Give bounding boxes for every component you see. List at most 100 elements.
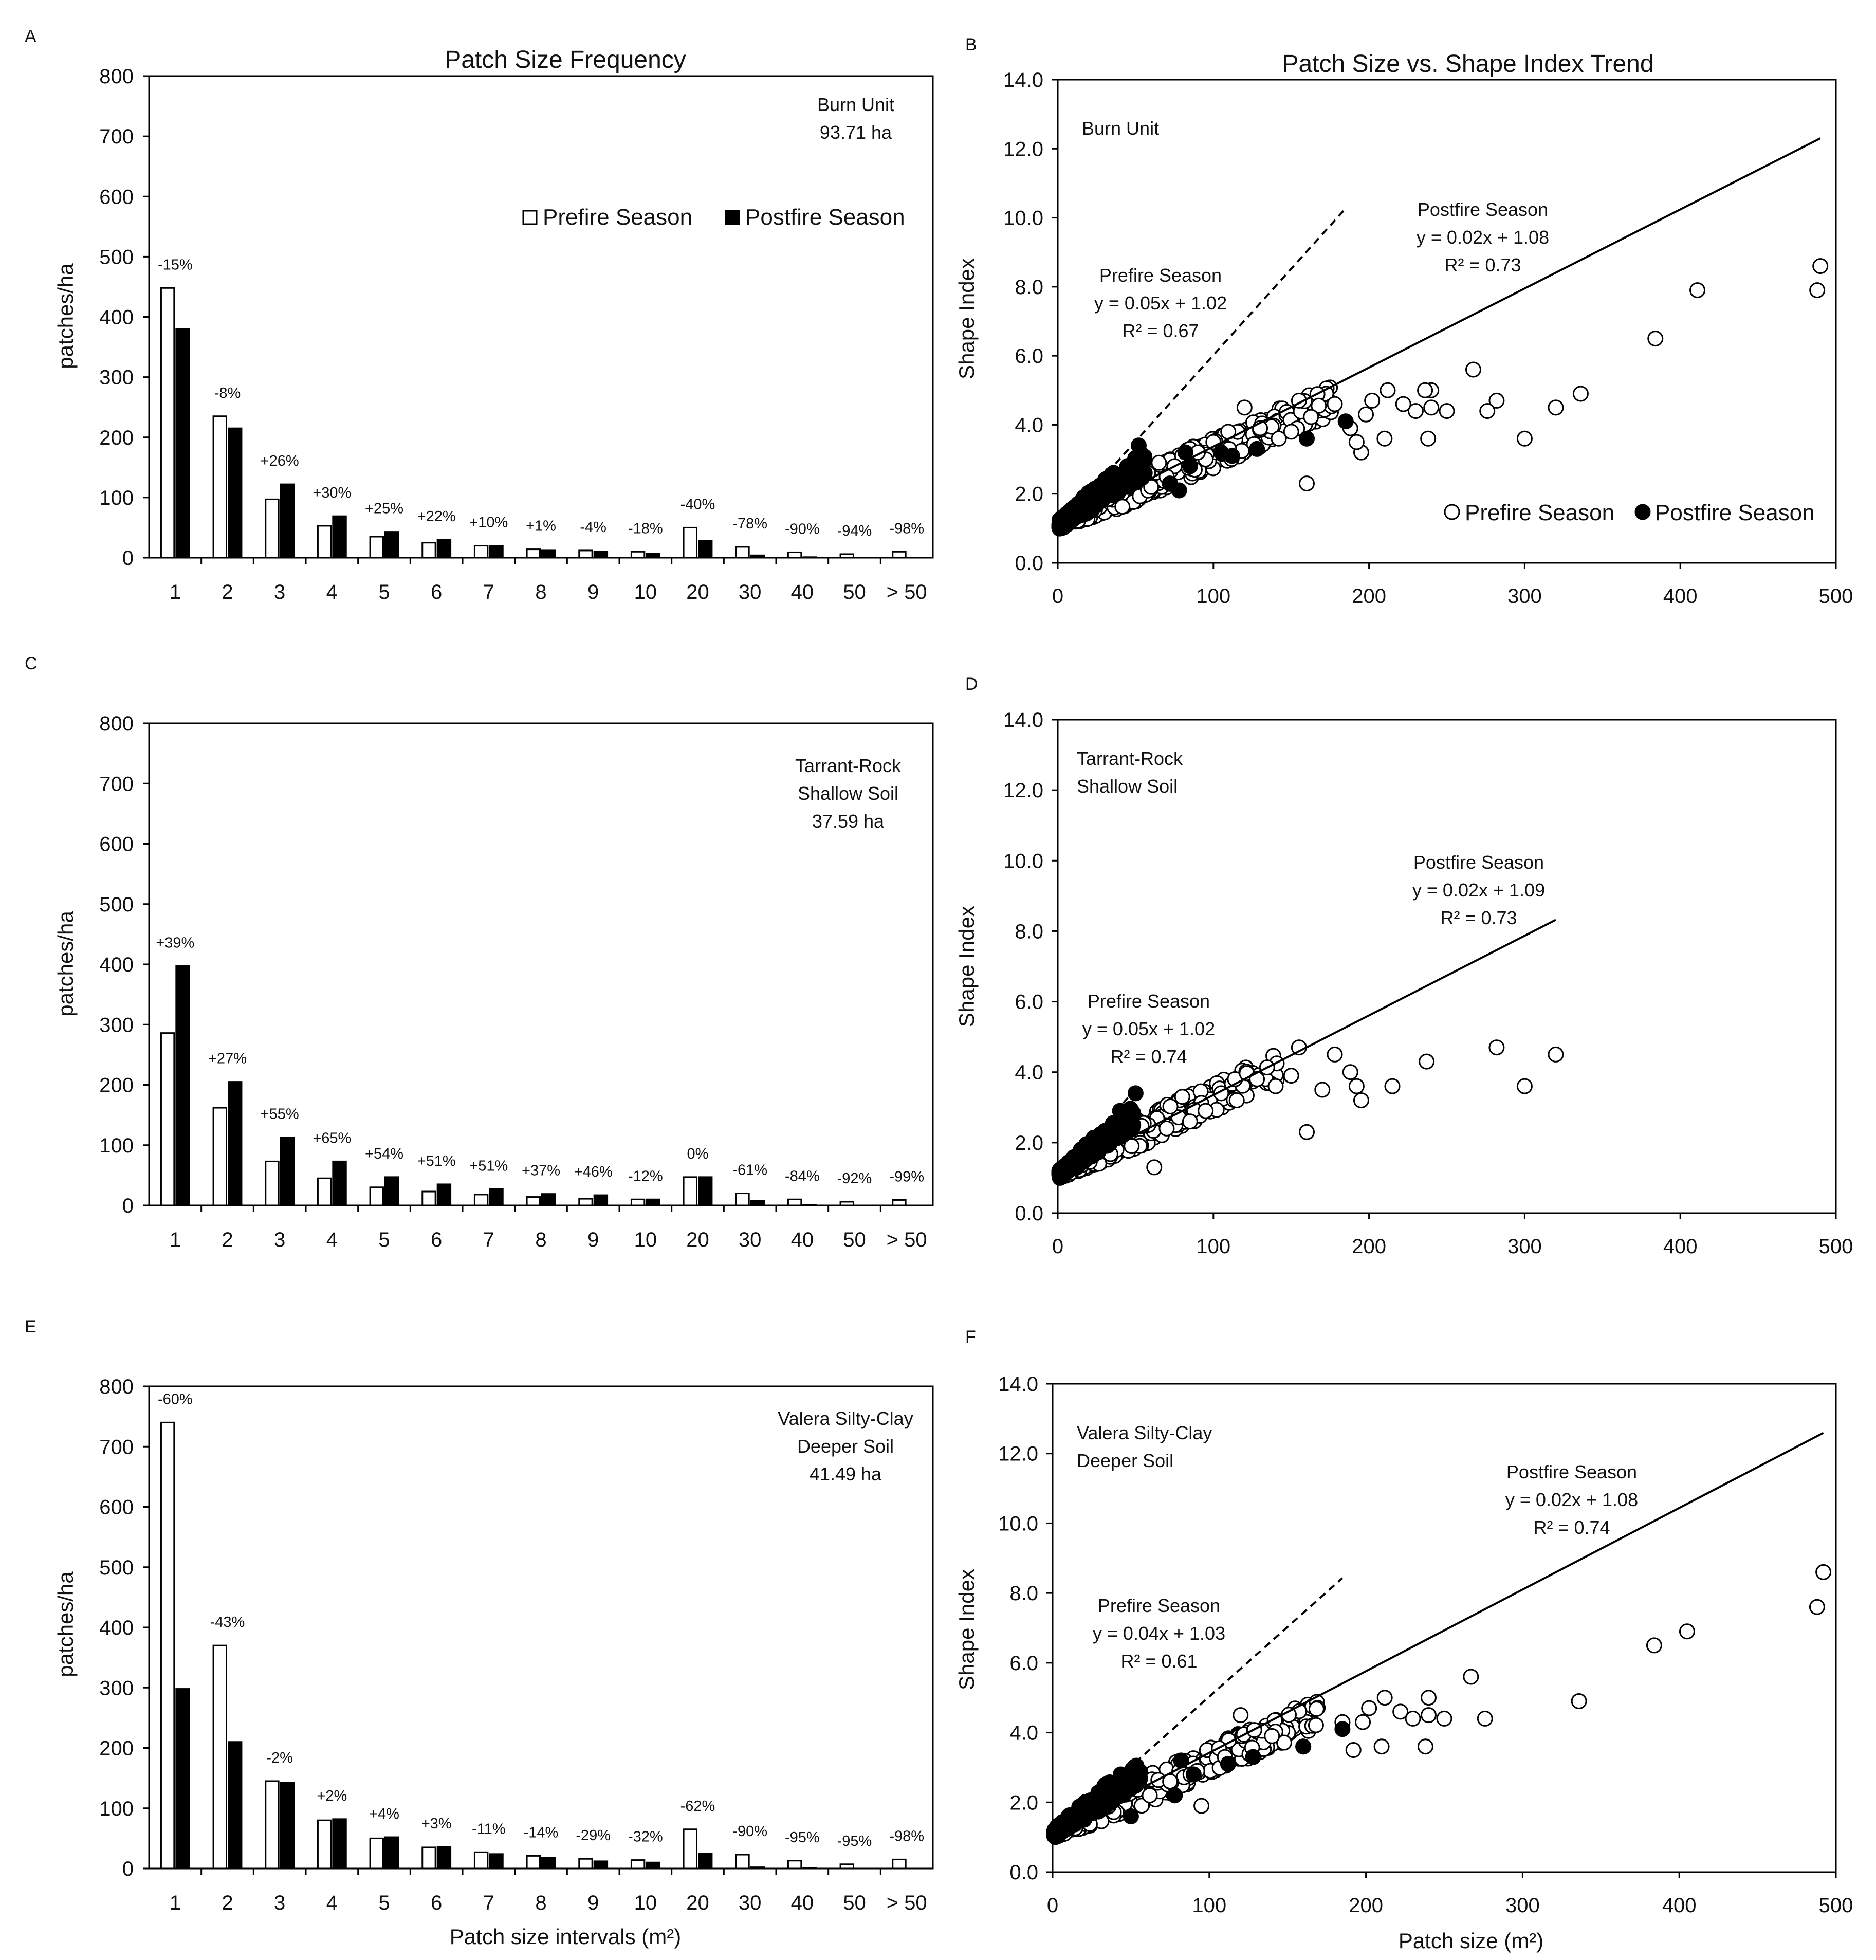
- chart-f-point-postfire: [1167, 1787, 1183, 1804]
- chart-a-ytick-label: 700: [99, 125, 134, 148]
- chart-c-note-1: Tarrant-Rock: [795, 755, 902, 776]
- chart-c-xtick-label: 1: [170, 1229, 181, 1251]
- chart-b-point-prefire: [1151, 454, 1167, 471]
- chart-f-point-prefire: [1373, 1738, 1390, 1755]
- chart-f-ytick-label: 8.0: [1009, 1582, 1038, 1605]
- chart-c-bar-prefire: [421, 1190, 436, 1206]
- chart-c-change-label: +37%: [522, 1163, 560, 1179]
- chart-b-xtick-label: 300: [1507, 585, 1542, 608]
- chart-c-xtick-label: 20: [686, 1229, 709, 1251]
- chart-a-bar-postfire: [175, 328, 190, 559]
- chart-f-post-label-2: y = 0.02x + 1.08: [1505, 1489, 1638, 1510]
- chart-a-bar-prefire: [578, 549, 593, 559]
- chart-a-title: Patch Size Frequency: [445, 46, 686, 74]
- chart-b-point-prefire: [1417, 382, 1433, 398]
- chart-a-note-1: Burn Unit: [817, 94, 894, 115]
- chart-b-point-prefire: [1465, 361, 1481, 378]
- chart-c-bar-prefire: [787, 1198, 802, 1206]
- chart-f-point-prefire: [1436, 1710, 1452, 1727]
- chart-e-bar-prefire: [265, 1780, 280, 1870]
- chart-f-point-postfire: [1295, 1738, 1312, 1755]
- chart-e-ytick-label: 400: [99, 1617, 134, 1639]
- legend-b: Prefire Season Postfire Season: [1444, 500, 1815, 525]
- chart-d-point-prefire: [1488, 1039, 1505, 1056]
- chart-a-xtick-label: 20: [686, 581, 709, 603]
- chart-e-xtick-label: 7: [483, 1892, 494, 1914]
- legend-b-prefire-marker: [1444, 504, 1460, 520]
- chart-e-ytick-label: 300: [99, 1677, 134, 1699]
- panel-letter-a: A: [25, 27, 36, 46]
- legend-b-postfire-label: Postfire Season: [1655, 500, 1815, 525]
- chart-e-xtick-label: 5: [378, 1892, 390, 1914]
- legend-b-postfire-marker: [1634, 504, 1651, 520]
- chart-b-ytick-label: 0.0: [1015, 552, 1043, 575]
- chart-e-ytick-label: 200: [99, 1737, 134, 1760]
- chart-b-point-prefire: [1311, 397, 1327, 414]
- chart-b-point-prefire: [1516, 430, 1533, 447]
- chart-c-ytick-label: 400: [99, 954, 134, 976]
- chart-b-point-postfire: [1090, 486, 1106, 502]
- chart-b-point-prefire: [1358, 406, 1374, 423]
- chart-f-trend-prefire: [1052, 1577, 1344, 1837]
- chart-d-ytick-label: 2.0: [1015, 1132, 1043, 1155]
- chart-c-change-label: -84%: [785, 1168, 820, 1184]
- chart-d-point-prefire: [1291, 1039, 1307, 1056]
- chart-e-ytick-label: 100: [99, 1798, 134, 1820]
- chart-e-xtick-label: 20: [686, 1892, 709, 1914]
- chart-a-bar-prefire: [212, 415, 228, 559]
- chart-d-xtick-label: 400: [1663, 1235, 1698, 1258]
- chart-a-bar-postfire: [593, 551, 609, 559]
- chart-c-note-2: Shallow Soil: [798, 783, 898, 804]
- chart-c-bar-prefire: [212, 1107, 228, 1206]
- chart-a-bar-postfire: [541, 549, 556, 559]
- chart-f-point-prefire: [1463, 1669, 1479, 1685]
- chart-e-bar-postfire: [332, 1818, 347, 1870]
- chart-b-point-prefire: [1236, 399, 1253, 416]
- chart-a-xtick-label: 50: [843, 581, 866, 603]
- chart-b-point-prefire: [1420, 430, 1437, 447]
- chart-a-xtick-label: 7: [483, 581, 494, 603]
- chart-a-bar-postfire: [802, 556, 817, 559]
- chart-a-bar-postfire: [384, 531, 399, 559]
- chart-c-bar-postfire: [489, 1188, 504, 1206]
- chart-c: 0 100 200 300 400 500 600 700 800 1 +39% 2 +27% 3 +55%…: [99, 712, 934, 1251]
- chart-c-change-label: +54%: [365, 1146, 403, 1162]
- chart-a-bar-prefire: [683, 526, 698, 559]
- chart-e-bar-prefire: [892, 1858, 907, 1870]
- chart-b-point-prefire: [1488, 392, 1505, 409]
- chart-a-bar-postfire: [436, 539, 452, 559]
- chart-e-change-label: -95%: [837, 1833, 872, 1849]
- chart-d-point-prefire: [1353, 1092, 1369, 1109]
- chart-a-bar-postfire: [228, 427, 243, 559]
- chart-c-xtick-label: 5: [378, 1229, 390, 1251]
- chart-a-ytick-label: 100: [99, 487, 134, 509]
- chart-a-xtick-label: 1: [170, 581, 181, 603]
- chart-c-ytick-label: 800: [99, 712, 134, 735]
- chart-b-point-prefire: [1423, 399, 1440, 416]
- chart-d-ytick-label: 10.0: [1003, 850, 1043, 872]
- chart-b-trend-labels: Prefire Season y = 0.05x + 1.02 R² = 0.6…: [1094, 199, 1549, 341]
- chart-c-xtick-label: 9: [587, 1229, 599, 1251]
- panel-letter-c: C: [25, 654, 38, 673]
- chart-e-xtick-label: 50: [843, 1892, 866, 1914]
- chart-f-ytick-label: 4.0: [1009, 1722, 1038, 1745]
- chart-e-change-label: -62%: [680, 1798, 715, 1815]
- chart-d-ytick-label: 0.0: [1015, 1202, 1043, 1225]
- chart-b-point-postfire: [1130, 437, 1147, 454]
- chart-d-point-prefire: [1314, 1082, 1331, 1098]
- chart-f-point-prefire: [1405, 1710, 1421, 1727]
- chart-f-point-postfire: [1185, 1766, 1202, 1783]
- chart-f-point-postfire: [1100, 1781, 1116, 1798]
- chart-c-xtick-label: 8: [535, 1229, 546, 1251]
- chart-d-point-prefire: [1298, 1124, 1315, 1140]
- chart-a-ytick-label: 0: [122, 547, 134, 570]
- chart-c-bar-postfire: [646, 1198, 660, 1206]
- chart-c-bar-prefire: [265, 1160, 280, 1206]
- chart-a-change-label: -8%: [214, 385, 241, 401]
- chart-e-ytick-label: 800: [99, 1376, 134, 1398]
- chart-a-bar-postfire: [646, 553, 660, 559]
- chart-e-xtick-label: 8: [535, 1892, 546, 1914]
- chart-a-bar-postfire: [750, 554, 765, 559]
- chart-d-xtick-label: 500: [1819, 1235, 1853, 1258]
- chart-e-bar-postfire: [384, 1836, 399, 1870]
